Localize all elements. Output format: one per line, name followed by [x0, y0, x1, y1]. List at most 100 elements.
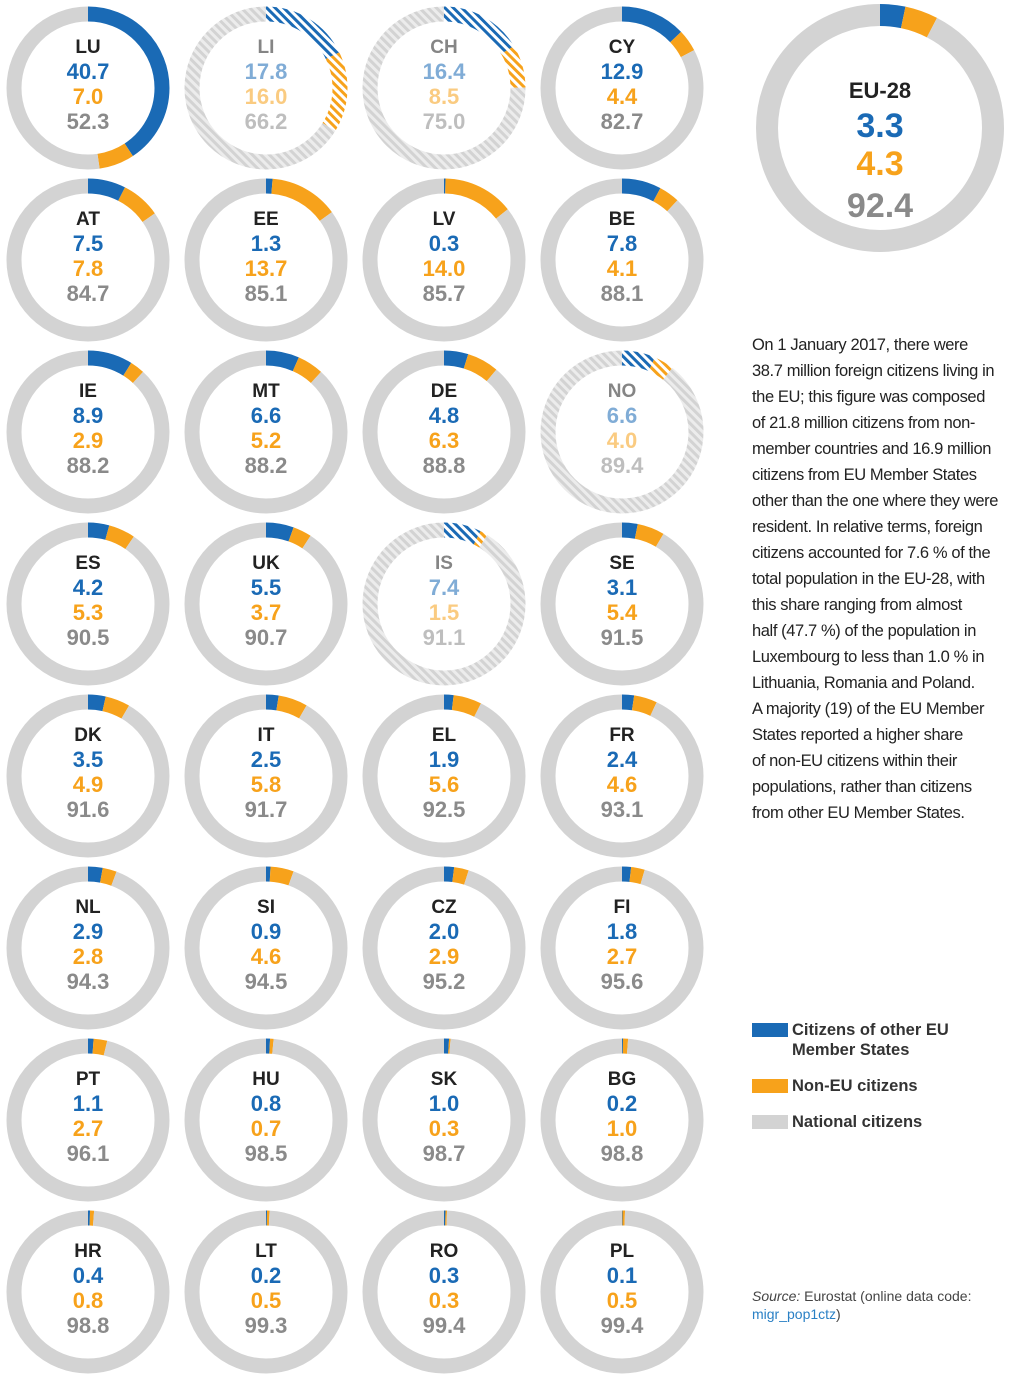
donut-segment [6, 866, 170, 1030]
country-label: NO [608, 381, 637, 402]
legend-label: National citizens [792, 1113, 923, 1131]
donut-segment [540, 6, 704, 170]
text-line: this share ranging from almost [752, 596, 962, 614]
donut-segment [184, 866, 348, 1030]
value-label: 99.4 [423, 1313, 467, 1338]
legend-item: National citizens [752, 1112, 1012, 1132]
value-label: 91.7 [245, 797, 288, 822]
country-label: CH [430, 37, 457, 58]
value-label: 2.9 [429, 944, 460, 969]
country-label: IE [79, 381, 97, 402]
text-line: of non-EU citizens within their [752, 752, 957, 770]
value-label: 88.2 [245, 453, 288, 478]
value-label: 7.8 [73, 256, 104, 281]
value-label: 5.3 [73, 600, 104, 625]
value-label: 85.1 [245, 281, 288, 306]
text-line: total population in the EU-28, with [752, 570, 985, 588]
text-line: of 21.8 million citizens from non- [752, 414, 975, 432]
value-label: 4.4 [607, 84, 638, 109]
value-label: 0.2 [251, 1263, 282, 1288]
country-label: DK [74, 725, 102, 746]
source-note: Source: Eurostat (online data code: migr_… [752, 1287, 1030, 1323]
value-label: 92.5 [423, 797, 466, 822]
value-label: 90.5 [67, 625, 110, 650]
value-label: 6.3 [429, 428, 460, 453]
value-label: 4.6 [607, 772, 638, 797]
value-label: 98.7 [423, 1141, 466, 1166]
value-label: 4.6 [251, 944, 282, 969]
donut-segment [184, 522, 348, 686]
donut-segment [540, 1038, 704, 1202]
donut-segment [362, 6, 526, 170]
donut-segment [362, 1210, 526, 1374]
source-code[interactable]: migr_pop1ctz [752, 1306, 837, 1322]
value-label: 1.3 [251, 231, 282, 256]
value-label: 66.2 [245, 109, 288, 134]
legend-label: Non-EU citizens [792, 1077, 918, 1095]
value-label: 6.6 [251, 403, 282, 428]
value-label: 96.1 [67, 1141, 110, 1166]
donut-segment [362, 694, 526, 858]
value-label: 7.8 [607, 231, 638, 256]
country-label: SE [609, 553, 634, 574]
value-label: 52.3 [67, 109, 110, 134]
value-label: 4.9 [73, 772, 104, 797]
country-label: CZ [431, 897, 457, 918]
legend-swatch [752, 1115, 788, 1129]
country-label: FR [609, 725, 635, 746]
country-label: UK [252, 553, 280, 574]
value-label: 2.5 [251, 747, 282, 772]
value-label: 7.5 [73, 231, 104, 256]
source-label: Source: [752, 1288, 801, 1304]
country-label: BG [608, 1069, 637, 1090]
text-line: On 1 January 2017, there were [752, 336, 968, 354]
text-line: the EU; this figure was composed [752, 388, 985, 406]
value-label: 16.0 [245, 84, 288, 109]
legend-label: Citizens of other EU Member States [792, 1021, 949, 1059]
text-line: citizens accounted for 7.6 % of the [752, 544, 991, 562]
value-label: 98.5 [245, 1141, 288, 1166]
description: On 1 January 2017, there were 38.7 millio… [752, 332, 1030, 826]
donut-segment [362, 178, 526, 342]
donut-segment [6, 178, 170, 342]
value-label: 93.1 [601, 797, 644, 822]
legend-swatch [752, 1023, 788, 1037]
value-label: 91.1 [423, 625, 466, 650]
donut-segment [6, 522, 170, 686]
value-label: 5.6 [429, 772, 460, 797]
legend-swatch [752, 1079, 788, 1093]
donut-segment [756, 4, 1004, 252]
value-label: 12.9 [601, 59, 644, 84]
donut-segment [6, 1210, 170, 1374]
country-label: LU [75, 37, 100, 58]
text-line: half (47.7 %) of the population in [752, 622, 976, 640]
country-label: ES [75, 553, 100, 574]
text-line: Luxembourg to less than 1.0 % in [752, 648, 985, 666]
country-label: MT [252, 381, 280, 402]
value-label: 85.7 [423, 281, 466, 306]
value-label: 1.0 [429, 1091, 460, 1116]
value-label: 2.7 [607, 944, 638, 969]
value-label: 91.6 [67, 797, 110, 822]
value-label: 2.7 [73, 1116, 104, 1141]
value-label: 2.9 [73, 428, 104, 453]
source-text: Eurostat (online data code: [804, 1288, 972, 1304]
value-label: 4.0 [607, 428, 638, 453]
value-label: 99.3 [245, 1313, 288, 1338]
value-label: 7.0 [73, 84, 104, 109]
value-label: 4.3 [856, 145, 903, 183]
country-label: FI [614, 897, 631, 918]
value-label: 95.2 [423, 969, 466, 994]
value-label: 82.7 [601, 109, 644, 134]
value-label: 95.6 [601, 969, 644, 994]
legend-item: Non-EU citizens [752, 1076, 1012, 1096]
value-label: 0.1 [607, 1263, 638, 1288]
legend: Citizens of other EU Member States Non-EU… [752, 1020, 1012, 1148]
country-label: CY [609, 37, 636, 58]
value-label: 88.1 [601, 281, 644, 306]
legend-item: Citizens of other EU Member States [752, 1020, 1012, 1060]
value-label: 0.3 [429, 1288, 460, 1313]
text-line: other than the one where they were [752, 492, 998, 510]
value-label: 0.5 [607, 1288, 638, 1313]
donut-segment [184, 1210, 348, 1374]
